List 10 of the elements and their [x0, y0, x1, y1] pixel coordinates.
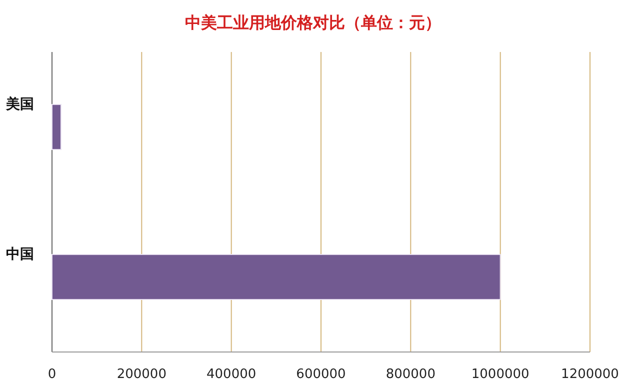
x-tick-label: 0	[48, 367, 56, 382]
x-tick-label: 800000	[386, 367, 436, 382]
y-tick-label: 美国	[5, 96, 34, 112]
chart-title: 中美工业用地价格对比（单位：元）	[185, 13, 441, 32]
y-tick-label: 中国	[6, 246, 34, 262]
x-tick-label: 600000	[296, 367, 346, 382]
x-tick-label: 1000000	[471, 367, 530, 382]
x-tick-label: 1200000	[561, 367, 619, 382]
x-tick-label: 200000	[116, 367, 166, 382]
x-tick-label: 400000	[206, 367, 256, 382]
